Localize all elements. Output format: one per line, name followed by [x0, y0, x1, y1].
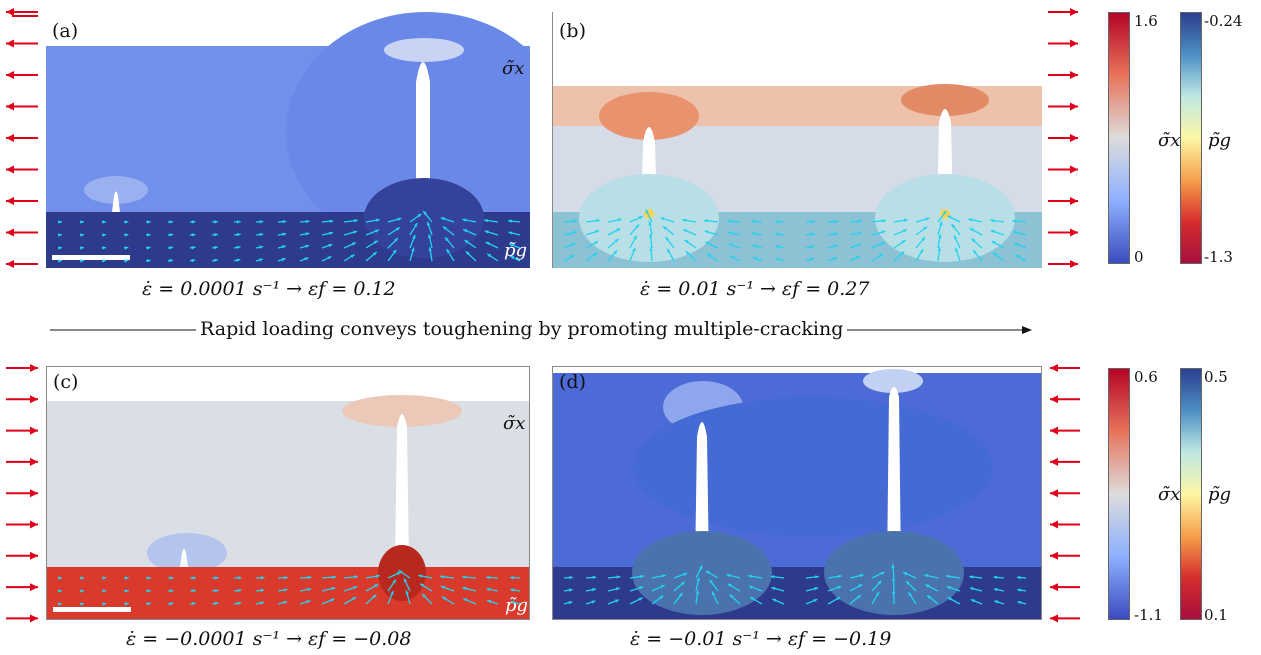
load-arrow-top-right — [1048, 197, 1078, 205]
panel-label-d: (d) — [559, 371, 586, 393]
scale-bar-c — [53, 607, 131, 612]
load-arrow-bottom-right — [1050, 614, 1080, 623]
field-plot-a: σ̃x p̃g — [46, 12, 530, 268]
load-arrow-bottom-left — [6, 520, 38, 529]
p-min-top: -1.3 — [1204, 248, 1233, 266]
panel-label-b: (b) — [559, 20, 586, 42]
panel-label-a: (a) — [52, 20, 79, 42]
load-arrow-top-right — [1048, 102, 1078, 111]
load-arrow-top-right — [1048, 39, 1078, 48]
p-max-top: -0.24 — [1204, 12, 1243, 30]
load-arrow-bottom-left — [6, 364, 38, 372]
load-arrow-bottom-left — [6, 614, 38, 623]
load-arrow-top-right — [1048, 71, 1078, 79]
load-arrow-bottom-left — [6, 583, 38, 592]
load-arrow-bottom-left — [6, 426, 38, 435]
load-arrow-top-right — [1048, 134, 1078, 142]
panel-b: (b) — [552, 12, 1042, 268]
load-arrow-bottom-right — [1050, 395, 1080, 404]
field-plot-b — [553, 12, 1042, 268]
p-label-bottom: p̃g — [1208, 484, 1232, 505]
sigma-label-a: σ̃x — [502, 58, 524, 79]
load-arrow-bottom-right — [1050, 426, 1080, 435]
panel-label-c: (c) — [53, 371, 79, 393]
p-label-top: p̃g — [1208, 130, 1232, 151]
p-min-bottom: 0.1 — [1204, 606, 1228, 624]
load-arrow-top-right — [1048, 165, 1078, 174]
banner-text: Rapid loading conveys toughening by prom… — [196, 318, 848, 340]
p-label-a: p̃g — [504, 240, 527, 261]
sigma-label-top: σ̃x — [1158, 130, 1181, 151]
load-arrow-bottom-left — [6, 457, 38, 466]
load-arrow-bottom-left — [6, 489, 38, 498]
load-arrow-top-right — [1048, 8, 1078, 16]
panel-a: σ̃x p̃g (a) — [46, 12, 530, 268]
load-arrow-top-right — [1048, 260, 1078, 268]
sigma-max-bottom: 0.6 — [1134, 368, 1158, 386]
load-arrows-left-a — [12, 15, 38, 17]
load-arrow-bottom-right — [1050, 520, 1080, 529]
load-arrow-bottom-right — [1050, 551, 1080, 560]
caption-b: ε̇ = 0.01 s⁻¹ → εf = 0.27 — [640, 278, 870, 300]
load-arrow-bottom-right — [1050, 457, 1080, 466]
colorbar-p-bottom — [1180, 368, 1202, 620]
colorbar-sigma-bottom — [1108, 368, 1130, 620]
panel-d: (d) — [552, 366, 1042, 620]
caption-d: ε̇ = −0.01 s⁻¹ → εf = −0.19 — [630, 628, 892, 650]
svg-text:σ̃x: σ̃x — [503, 413, 525, 434]
caption-c: ε̇ = −0.0001 s⁻¹ → εf = −0.08 — [126, 628, 412, 650]
sigma-min-top: 0 — [1134, 248, 1144, 266]
load-arrow-bottom-left — [6, 551, 38, 560]
load-arrow-top-right — [1048, 228, 1078, 237]
load-arrow-bottom-right — [1050, 489, 1080, 498]
load-arrow-bottom-right — [1050, 583, 1080, 592]
svg-text:p̃g: p̃g — [505, 595, 528, 616]
colorbar-sigma-top — [1108, 12, 1130, 264]
sigma-label-bottom: σ̃x — [1158, 484, 1181, 505]
field-plot-c: σ̃x p̃g — [47, 367, 529, 619]
load-arrow-bottom-left — [6, 395, 38, 404]
sigma-min-bottom: -1.1 — [1134, 606, 1163, 624]
load-arrow-bottom-right — [1050, 364, 1080, 372]
panel-c: σ̃x p̃g (c) — [46, 366, 530, 620]
scale-bar — [52, 255, 130, 260]
sigma-max-top: 1.6 — [1134, 12, 1158, 30]
field-plot-d — [553, 367, 1041, 619]
caption-a: ε̇ = 0.0001 s⁻¹ → εf = 0.12 — [142, 278, 396, 300]
p-max-bottom: 0.5 — [1204, 368, 1228, 386]
colorbar-p-top — [1180, 12, 1202, 264]
